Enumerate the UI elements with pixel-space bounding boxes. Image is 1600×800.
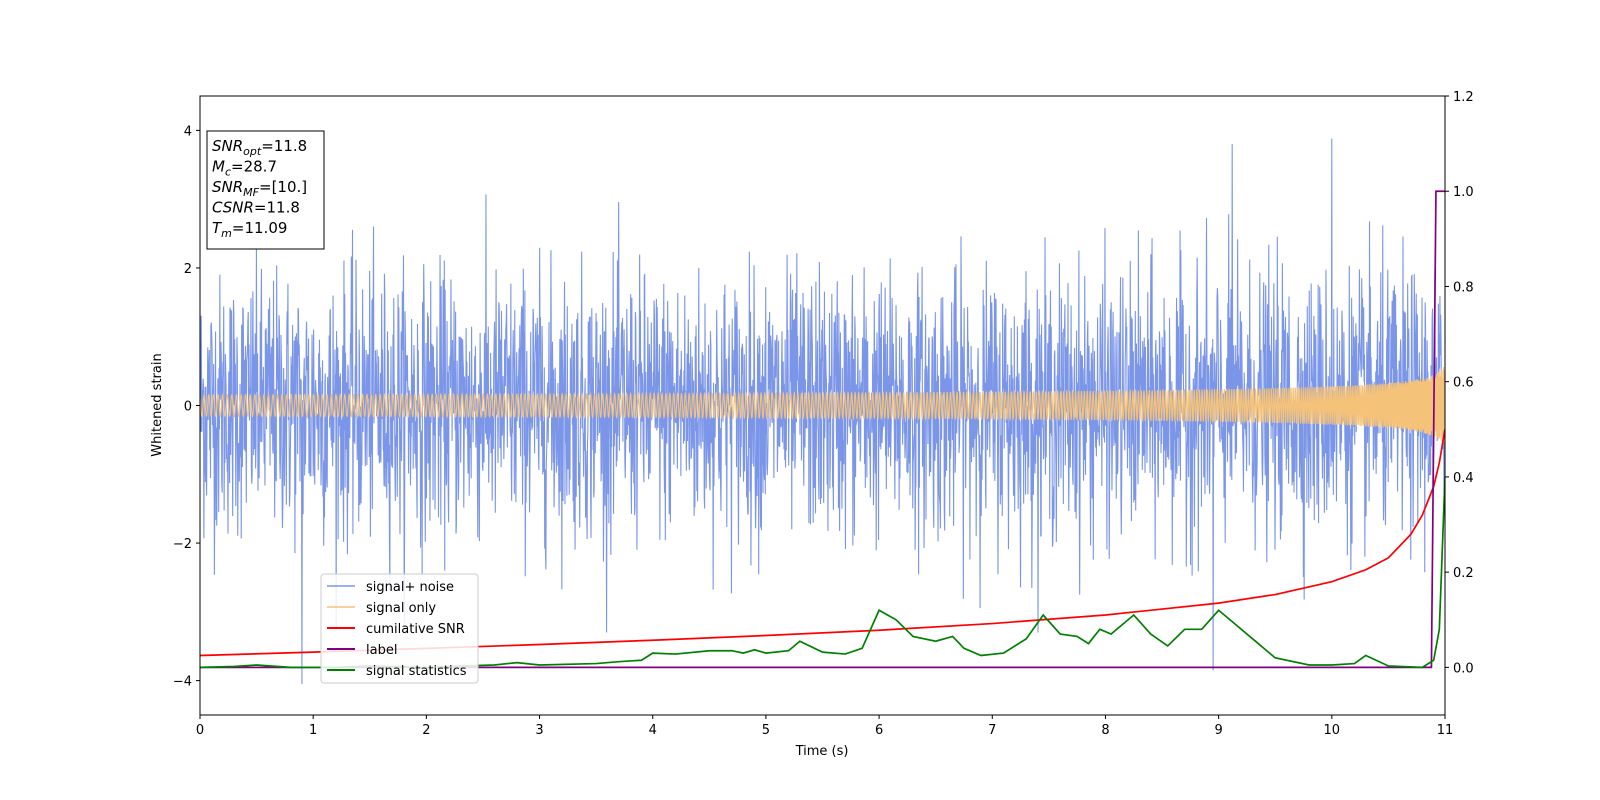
y-right-tick-label: 0.0 — [1453, 661, 1474, 676]
y-right-tick-label: 0.8 — [1453, 280, 1474, 295]
x-tick-label: 7 — [988, 723, 996, 738]
y-right-tick-label: 0.2 — [1453, 566, 1474, 581]
series-line-signal-noise — [200, 138, 1445, 685]
x-tick-label: 2 — [422, 723, 430, 738]
x-axis: 0 1 2 3 4 5 6 7 8 9 10 11 — [196, 715, 1453, 738]
y-left-tick-label: 0 — [184, 400, 192, 415]
x-tick-label: 1 — [309, 723, 317, 738]
x-tick-label: 0 — [196, 723, 204, 738]
x-tick-label: 3 — [535, 723, 543, 738]
info-box-line: Tm=11.09 — [212, 219, 287, 240]
y-left-tick-label: 2 — [184, 262, 192, 277]
legend-label: signal statistics — [366, 664, 467, 679]
y-right-tick-label: 1.2 — [1453, 90, 1474, 105]
y-left-tick-label: −4 — [173, 675, 192, 690]
legend-label: cumilative SNR — [366, 622, 465, 637]
x-tick-label: 6 — [875, 723, 883, 738]
info-box-line: CSNR=11.8 — [212, 199, 300, 217]
series-line-label — [200, 190, 1445, 669]
x-tick-label: 10 — [1324, 723, 1341, 738]
y-right-tick-label: 1.0 — [1453, 185, 1474, 200]
legend-frame — [320, 573, 479, 684]
x-tick-label: 5 — [762, 723, 770, 738]
series-line-cumilative-snr — [200, 429, 1445, 657]
x-axis-label: Time (s) — [795, 744, 849, 759]
x-tick-label: 8 — [1101, 723, 1109, 738]
y-right-tick-label: 0.6 — [1453, 376, 1474, 391]
legend-label: signal only — [366, 601, 436, 616]
x-tick-label: 9 — [1214, 723, 1222, 738]
info-box-frame — [206, 130, 325, 250]
y-axis-left: −4 −2 0 2 4 — [173, 124, 200, 690]
y-left-tick-label: −2 — [173, 537, 192, 552]
y-axis-left-label: Whitened strain — [150, 353, 165, 456]
x-tick-label: 4 — [649, 723, 657, 738]
legend-label: signal+ noise — [366, 580, 454, 595]
legend-label: label — [366, 643, 397, 658]
y-axis-right: 0.0 0.2 0.4 0.6 0.8 1.0 1.2 — [1445, 90, 1474, 676]
y-left-tick-label: 4 — [184, 124, 192, 139]
y-right-tick-label: 0.4 — [1453, 471, 1474, 486]
series-line-signal-statistics — [200, 476, 1445, 669]
info-box-line: Mc=28.7 — [212, 158, 277, 179]
x-tick-label: 11 — [1437, 723, 1454, 738]
series-line-signal-only — [200, 367, 1445, 443]
series-layer — [200, 138, 1445, 685]
legend: signal+ noise signal only cumilative SNR la… — [320, 573, 479, 684]
info-box-line: SNRMF=[10.] — [212, 178, 307, 199]
info-box-line: SNRopt=11.8 — [212, 137, 307, 158]
